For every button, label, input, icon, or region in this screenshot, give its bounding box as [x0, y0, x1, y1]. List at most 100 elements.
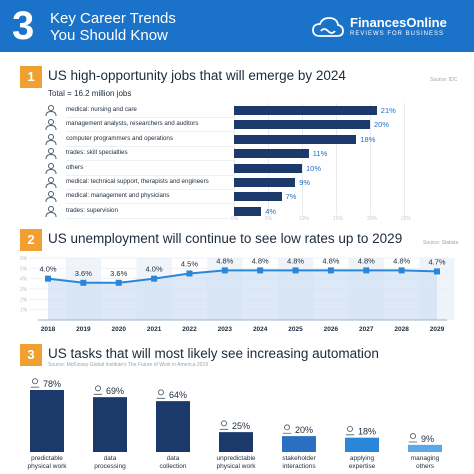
gridline [370, 103, 371, 215]
bar-row: trades: skill specialties 11% [44, 147, 444, 160]
row-divider [66, 160, 234, 162]
category-label: expertise [349, 463, 376, 470]
header-title-line1: Key Career Trends [50, 10, 176, 27]
section-1-number: 1 [20, 66, 42, 88]
section-3-source: Source: McKinsey Global Institute's The … [48, 362, 209, 368]
bar-row: computer programmers and operations 18% [44, 133, 444, 146]
nurse-icon-glyph [45, 105, 57, 117]
section-2-title: US unemployment will continue to see low… [48, 231, 403, 246]
others-icon [44, 162, 58, 175]
x-tick-label: 5% [265, 216, 273, 222]
section-1-total: Total = 16.2 million jobs [48, 89, 132, 98]
computer-icon-glyph [45, 133, 57, 145]
data-label: 4.8% [216, 256, 233, 265]
row-divider [66, 131, 234, 133]
x-tick-label: 2018 [41, 326, 56, 333]
physician-icon-glyph [45, 191, 57, 203]
bar [408, 444, 442, 452]
bar [234, 192, 282, 202]
worker-icon [219, 420, 229, 430]
section-2-number: 2 [20, 229, 42, 251]
x-tick-label: 2029 [430, 326, 445, 333]
row-divider [66, 174, 234, 176]
bar [234, 134, 357, 144]
data-point [257, 267, 264, 274]
supervisor-icon [44, 205, 58, 218]
category-label: physical work [216, 463, 256, 470]
series-line [47, 269, 438, 284]
x-tick-label: 2020 [111, 326, 126, 333]
gears-icon [30, 378, 40, 388]
medical-tech-icon [44, 176, 58, 189]
category-label: physical work [27, 463, 67, 470]
bar-value-label: 78% [43, 379, 61, 389]
row-divider [66, 117, 234, 118]
bar [234, 163, 302, 173]
header-title-line2: You Should Know [50, 27, 168, 44]
brand-tagline: REVIEWS FOR BUSINESS [350, 31, 445, 37]
row-divider [66, 203, 234, 205]
row-divider [66, 217, 234, 219]
x-tick-label: 20% [367, 216, 378, 222]
category-label: stakeholder [282, 455, 316, 462]
bar-label: management analysts, researchers and aud… [66, 120, 199, 128]
bar-row: medical: management and physicians 7% [44, 190, 444, 203]
bar [345, 437, 379, 452]
data-label: 4.8% [393, 256, 410, 265]
data-point [115, 279, 122, 286]
data-point [45, 275, 51, 282]
gridline [404, 103, 405, 215]
bar-label: medical: nursing and care [66, 106, 137, 113]
data-point [398, 267, 405, 274]
category-label: managing [411, 455, 440, 462]
data-label: 3.6% [75, 269, 92, 278]
data-point [80, 279, 87, 286]
data-label: 4.8% [322, 256, 339, 265]
physician-icon [44, 190, 58, 203]
bar [234, 149, 309, 159]
header-banner: 3 Key Career Trends You Should Know Fina… [0, 0, 474, 52]
bar-label: medical: management and physicians [66, 192, 170, 200]
unemployment-line-chart: 6% 5% 4% 3% 2% 1% 4.0% 2018 3.6% 2019 3.6% 2020 4.0%… [20, 256, 455, 333]
bar [93, 397, 127, 452]
bar [156, 401, 190, 452]
tools-icon-glyph [45, 148, 57, 160]
x-tick-label: 25% [401, 216, 412, 222]
category-label: interactions [282, 463, 316, 470]
section-1-source: Source: IDC [430, 77, 458, 83]
bar [219, 432, 253, 452]
x-tick-label: 2028 [394, 326, 409, 333]
manager-icon [408, 433, 418, 443]
x-tick-label: 2022 [182, 326, 197, 333]
bar-label: computer programmers and operations [66, 134, 173, 142]
data-point [151, 275, 158, 282]
bar-value-label: 21% [380, 106, 396, 115]
gridline [336, 103, 337, 215]
category-label: collection [159, 463, 186, 470]
section-3-number: 3 [20, 344, 42, 366]
x-tick-label: 15% [333, 216, 344, 222]
x-tick-label: 2024 [253, 326, 268, 333]
bar-label: medical: technical support, therapists a… [66, 178, 209, 185]
bar-row: others 10% [44, 162, 444, 175]
expert-icon [345, 425, 355, 436]
bar-value-label: 25% [232, 421, 250, 431]
data-point [327, 267, 334, 274]
analyst-icon-glyph [45, 119, 57, 131]
x-tick-label: 2019 [76, 326, 91, 333]
bar-label: trades: skill specialties [66, 149, 128, 157]
category-label: processing [94, 463, 126, 470]
data-point [363, 267, 370, 274]
tools-icon [44, 147, 58, 160]
row-divider [66, 145, 234, 147]
bar-value-label: 11% [312, 149, 328, 159]
section-2-source: Source: Statista [423, 240, 459, 246]
brand-logo[interactable]: FinancesOnline REVIEWS FOR BUSINESS [312, 12, 462, 42]
bar-value-label: 20% [295, 425, 313, 435]
x-tick-label: 10% [299, 216, 310, 222]
x-tick-label: 2026 [324, 326, 339, 333]
bar-value-label: 20% [374, 120, 390, 130]
gridline [234, 103, 235, 215]
bar-row: medical: technical support, therapists a… [44, 176, 444, 189]
data-label: 4.0% [146, 265, 163, 274]
